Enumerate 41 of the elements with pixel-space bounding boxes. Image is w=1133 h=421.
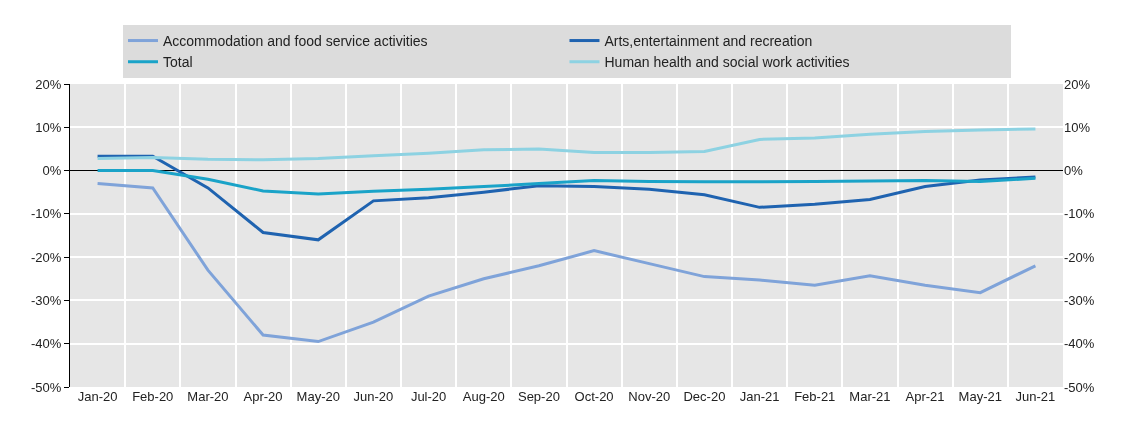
x-tick-label: Mar-21 [849,389,891,404]
y2-tick-label: 10% [1064,119,1091,135]
y2-tick-label: -40% [1064,336,1095,352]
x-tick-label: Jan-21 [739,389,780,404]
x-tick-label: Sep-20 [517,389,560,404]
x-tick-label: Dec-20 [683,389,726,404]
y-tick-label: -10% [31,206,62,222]
y-tick-label: -40% [31,336,62,352]
legend-label: Arts,entertainment and recreation [604,33,813,49]
x-tick-label: Nov-20 [628,389,671,404]
x-tick-label: Apr-21 [905,389,945,404]
x-tick-label: Jun-21 [1015,389,1056,404]
y-tick-label: 0% [42,163,62,179]
x-tick-label: May-21 [958,389,1002,404]
x-tick-label: Mar-20 [187,389,229,404]
x-tick-label: Oct-20 [574,389,614,404]
x-tick-label: Jul-20 [410,389,447,404]
x-tick-label: May-20 [296,389,340,404]
y-tick-label: 20% [35,76,62,92]
y-tick-label: -50% [31,379,62,395]
legend-label: Accommodation and food service activities [162,33,428,49]
line-series [96,169,1037,196]
y2-tick-label: 0% [1064,163,1084,179]
y2-tick-label: -50% [1064,379,1095,395]
x-tick-label: Aug-20 [462,389,505,404]
x-tick-label: Jun-20 [353,389,394,404]
x-tick-label: Jan-20 [77,389,118,404]
legend-label: Human health and social work activities [604,54,850,71]
y-tick-label: 10% [35,119,62,135]
x-tick-label: Feb-21 [794,389,836,404]
x-tick-label: Apr-20 [243,389,283,404]
y-tick-label: -20% [31,249,62,265]
line-series [96,127,1037,162]
y2-tick-label: -30% [1064,292,1095,308]
x-tick-label: Feb-20 [132,389,174,404]
legend-label: Total [162,54,193,71]
y2-tick-label: -10% [1064,206,1095,222]
y2-tick-label: 20% [1064,76,1091,92]
y2-tick-label: -20% [1064,249,1095,265]
line-series [96,182,1037,344]
y-tick-label: -30% [31,292,62,308]
